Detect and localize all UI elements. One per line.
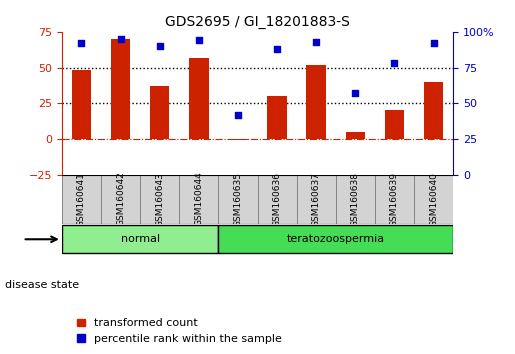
Bar	[218, 225, 453, 253]
Bar	[306, 65, 326, 139]
Bar	[414, 175, 453, 224]
Bar	[140, 175, 179, 224]
Bar	[72, 70, 91, 139]
Bar	[424, 82, 443, 139]
Bar	[375, 175, 414, 224]
Text: GSM160636: GSM160636	[272, 172, 282, 227]
Point	[312, 39, 320, 45]
Bar	[218, 175, 258, 224]
Title: GDS2695 / GI_18201883-S: GDS2695 / GI_18201883-S	[165, 16, 350, 29]
Bar	[111, 39, 130, 139]
Text: GSM160641: GSM160641	[77, 172, 86, 227]
Bar	[346, 132, 365, 139]
Point	[195, 38, 203, 43]
Legend: transformed count, percentile rank within the sample: transformed count, percentile rank withi…	[73, 314, 286, 348]
Point	[77, 40, 85, 46]
Point	[234, 112, 242, 118]
Text: disease state: disease state	[5, 280, 79, 290]
Point	[273, 46, 281, 52]
Text: GSM160637: GSM160637	[312, 172, 321, 227]
Text: GSM160642: GSM160642	[116, 172, 125, 227]
Text: normal: normal	[121, 234, 160, 244]
Text: GSM160638: GSM160638	[351, 172, 360, 227]
Point	[430, 40, 438, 46]
Bar	[62, 225, 218, 253]
Bar	[336, 175, 375, 224]
Bar	[179, 175, 218, 224]
Text: teratozoospermia: teratozoospermia	[287, 234, 385, 244]
Bar	[189, 58, 209, 139]
Bar	[258, 175, 297, 224]
Text: GSM160640: GSM160640	[429, 172, 438, 227]
Point	[156, 43, 164, 49]
Text: GSM160635: GSM160635	[233, 172, 243, 227]
Point	[351, 90, 359, 96]
Bar	[62, 175, 101, 224]
Point	[390, 61, 399, 66]
Text: GSM160639: GSM160639	[390, 172, 399, 227]
Bar	[385, 110, 404, 139]
Point	[116, 36, 125, 42]
Bar	[297, 175, 336, 224]
Text: GSM160644: GSM160644	[194, 172, 203, 227]
Bar	[228, 139, 248, 140]
Bar	[267, 96, 287, 139]
Text: GSM160643: GSM160643	[155, 172, 164, 227]
Bar	[101, 175, 140, 224]
Bar	[150, 86, 169, 139]
